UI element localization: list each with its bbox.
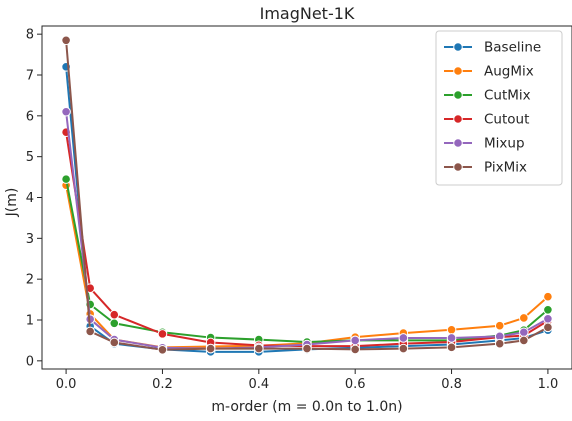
x-tick-label: 0.6	[345, 377, 366, 392]
legend-item-augmix: AugMix	[444, 64, 534, 80]
data-point-cutout	[157, 329, 168, 339]
y-tick-label: 3	[26, 232, 34, 247]
legend-marker-cutmix	[453, 90, 463, 100]
y-tick-label: 2	[26, 273, 34, 288]
legend-marker-cutout	[453, 114, 463, 124]
series-pixmix	[61, 35, 553, 355]
data-point-pixmix	[398, 343, 409, 354]
data-point-pixmix	[494, 338, 505, 349]
legend-label-cutout: Cutout	[484, 112, 529, 128]
data-point-pixmix	[302, 343, 312, 354]
legend-label-cutmix: CutMix	[484, 88, 531, 104]
x-tick-label: 0.8	[441, 377, 462, 392]
x-axis-title: m-order (m = 0.0n to 1.0n)	[211, 399, 402, 415]
data-point-pixmix	[61, 35, 71, 46]
y-tick-label: 4	[26, 191, 34, 206]
x-tick-label: 1.0	[538, 377, 559, 392]
legend-box	[435, 30, 563, 186]
data-point-cutout	[109, 309, 120, 320]
data-point-mixup	[350, 335, 360, 346]
legend-marker-baseline	[453, 42, 463, 52]
legend-item-mixup: Mixup	[444, 136, 525, 152]
y-axis-title: J(m)	[4, 188, 20, 218]
series-line-augmix	[65, 185, 549, 349]
data-point-pixmix	[446, 342, 457, 353]
x-axis: 0.0 0.2 0.4 0.6 0.8 1.0	[56, 369, 559, 392]
data-point-augmix	[519, 313, 529, 323]
y-tick-label: 1	[26, 314, 34, 329]
data-point-mixup	[446, 333, 457, 343]
data-point-pixmix	[109, 337, 120, 348]
y-tick-label: 6	[26, 109, 34, 124]
legend-label-baseline: Baseline	[484, 40, 541, 56]
y-tick-label: 0	[26, 354, 34, 369]
legend-label-augmix: AugMix	[484, 64, 534, 80]
data-point-mixup	[519, 327, 529, 338]
data-point-pixmix	[157, 345, 168, 355]
data-point-augmix	[446, 325, 457, 335]
data-point-cutmix	[543, 304, 553, 315]
plot-area	[61, 35, 553, 357]
data-point-pixmix	[519, 335, 529, 346]
data-point-pixmix	[350, 344, 360, 355]
legend-item-cutout: Cutout	[444, 112, 529, 128]
legend-marker-pixmix	[453, 162, 463, 172]
legend-item-baseline: Baseline	[444, 40, 541, 56]
series-cutmix	[61, 174, 553, 347]
legend: Baseline AugMix CutMix Cutout Mixup PixMix	[435, 30, 563, 186]
legend-marker-augmix	[453, 66, 463, 76]
legend-marker-mixup	[453, 138, 463, 148]
y-tick-label: 5	[26, 150, 34, 165]
data-point-mixup	[398, 333, 409, 343]
legend-label-pixmix: PixMix	[484, 160, 527, 176]
data-point-mixup	[61, 106, 71, 117]
chart-title: ImagNet-1K	[260, 4, 355, 23]
data-point-pixmix	[85, 326, 95, 337]
data-point-cutmix	[109, 318, 120, 329]
data-point-pixmix	[543, 322, 553, 333]
data-point-augmix	[494, 320, 505, 331]
x-tick-label: 0.2	[152, 377, 173, 392]
series-line-cutmix	[65, 178, 549, 344]
x-tick-label: 0.0	[56, 377, 77, 392]
data-point-augmix	[543, 291, 553, 302]
data-point-cutmix	[61, 174, 71, 184]
legend-label-mixup: Mixup	[484, 136, 525, 152]
y-tick-label: 8	[26, 28, 34, 43]
series-augmix	[61, 180, 553, 353]
legend-item-pixmix: PixMix	[444, 160, 527, 176]
data-point-mixup	[543, 313, 553, 324]
legend-item-cutmix: CutMix	[444, 88, 531, 104]
data-point-pixmix	[254, 343, 264, 354]
y-axis: 0 1 2 3 4 5 6 7 8	[26, 28, 42, 369]
y-tick-label: 7	[26, 69, 34, 84]
x-tick-label: 0.4	[248, 377, 269, 392]
data-point-pixmix	[205, 343, 216, 354]
